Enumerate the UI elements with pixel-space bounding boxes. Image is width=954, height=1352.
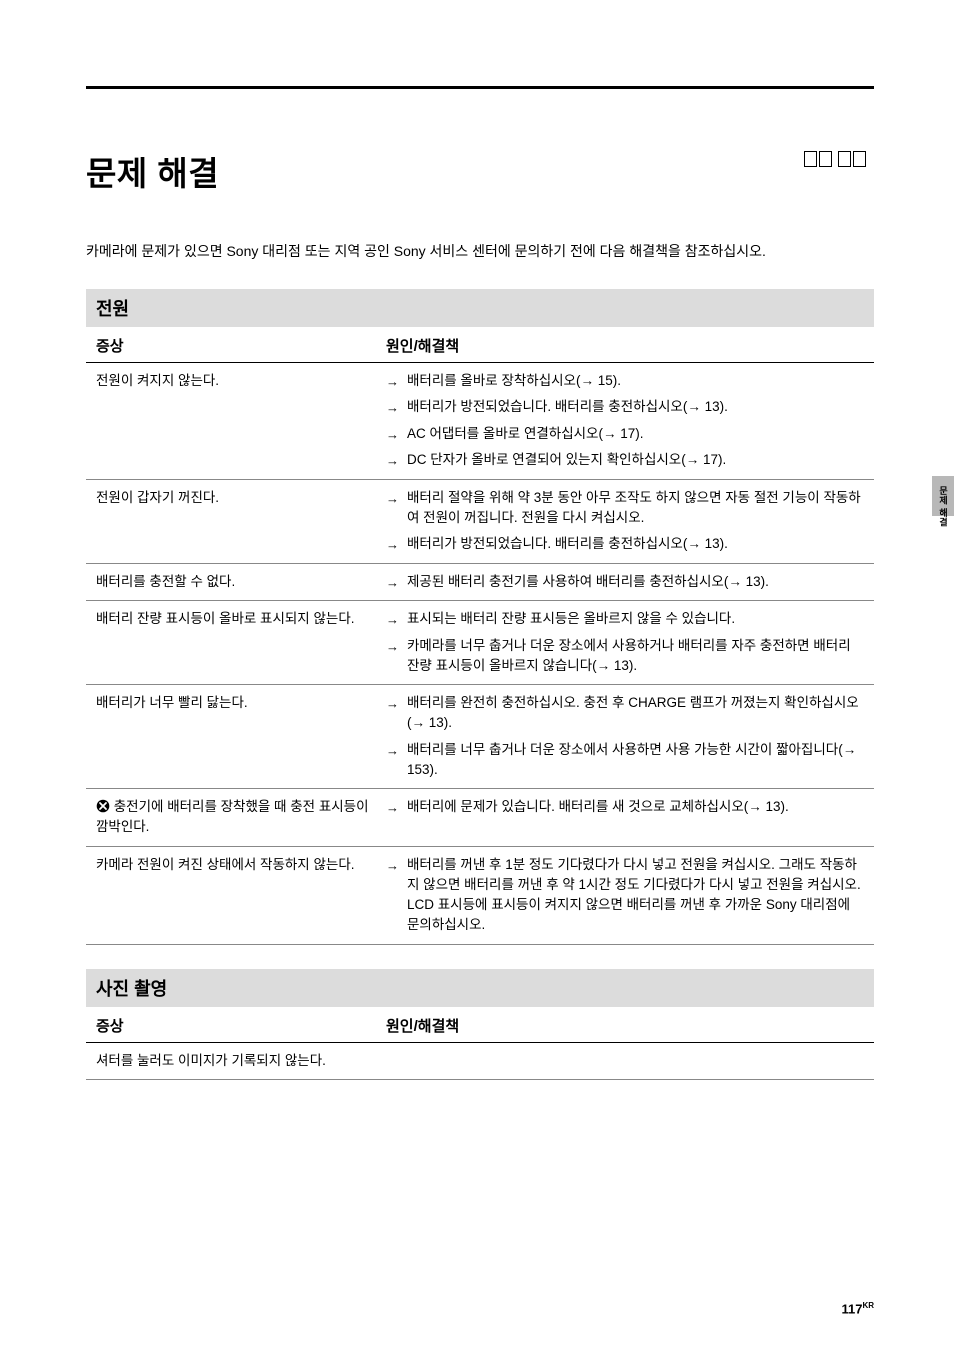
table-row: 전원이 갑자기 꺼진다. → 배터리 절약을 위해 약 3분 동안 아무 조작도 … [86, 480, 874, 564]
col-header-symptom: 증상 [96, 335, 386, 356]
symptom-text: 셔터를 눌러도 이미지가 기록되지 않는다. [96, 1051, 386, 1071]
symptom-text: 전원이 켜지지 않는다. [96, 371, 386, 471]
cause-text: 배터리가 방전되었습니다. 배터리를 충전하십시오(→ 13). [407, 397, 864, 417]
arrow-icon: → [386, 535, 399, 555]
causes: → 배터리 절약을 위해 약 3분 동안 아무 조작도 하지 않으면 자동 절전 … [386, 488, 864, 555]
table-row: 카메라 전원이 켜진 상태에서 작동하지 않는다. → 배터리를 꺼낸 후 1분 … [86, 847, 874, 945]
section-header-photo: 사진 촬영 [86, 969, 874, 1007]
symptom-text: 충전기에 배터리를 장착했을 때 충전 표시등이 깜박인다. [96, 799, 369, 834]
cause-item: → 배터리를 꺼낸 후 1분 정도 기다렸다가 다시 넣고 전원을 켜십시오. 그… [386, 855, 864, 936]
cause-item: → 배터리를 올바로 장착하십시오(→ 15). [386, 371, 864, 392]
table-row: 배터리를 충전할 수 없다. → 제공된 배터리 충전기를 사용하여 배터리를 충… [86, 564, 874, 602]
col-header-cause: 원인/해결책 [386, 1015, 864, 1036]
causes: → 배터리를 올바로 장착하십시오(→ 15). → 배터리가 방전되었습니다. 배… [386, 371, 864, 471]
cause-text: 제공된 배터리 충전기를 사용하여 배터리를 충전하십시오(→ 13). [407, 572, 864, 592]
table-row: 셔터를 눌러도 이미지가 기록되지 않는다. [86, 1043, 874, 1080]
arrow-icon: → [386, 798, 399, 818]
cause-text: 배터리를 올바로 장착하십시오(→ 15). [407, 371, 864, 391]
cause-text: 배터리를 너무 춥거나 더운 장소에서 사용하면 사용 가능한 시간이 짧아집니… [407, 740, 864, 781]
cause-item: → 제공된 배터리 충전기를 사용하여 배터리를 충전하십시오(→ 13). [386, 572, 864, 593]
cause-text: 배터리가 방전되었습니다. 배터리를 충전하십시오(→ 13). [407, 534, 864, 554]
arrow-icon: → [386, 610, 399, 630]
cause-item: → 배터리 절약을 위해 약 3분 동안 아무 조작도 하지 않으면 자동 절전 … [386, 488, 864, 529]
column-headers: 증상 원인/해결책 [86, 1007, 874, 1043]
booklet-icon [804, 151, 832, 167]
page-title: 문제 해결 [86, 147, 219, 195]
table-row: 배터리가 너무 빨리 닳는다. → 배터리를 완전히 충전하십시오. 충전 후 C… [86, 685, 874, 789]
arrow-icon: → [386, 398, 399, 418]
causes: → 배터리를 완전히 충전하십시오. 충전 후 CHARGE 램프가 꺼졌는지 확… [386, 693, 864, 780]
cause-item: → 카메라를 너무 춥거나 더운 장소에서 사용하거나 배터리를 자주 충전하면 … [386, 636, 864, 677]
chapter-tab-label: 문제 해결 [937, 486, 950, 527]
cause-text: 배터리를 꺼낸 후 1분 정도 기다렸다가 다시 넣고 전원을 켜십시오. 그래… [407, 855, 864, 936]
symptom-text: 배터리가 너무 빨리 닳는다. [96, 693, 386, 780]
cause-item: → AC 어댑터를 올바로 연결하십시오(→ 17). [386, 424, 864, 445]
booklet-icon [838, 151, 866, 167]
arrow-icon: → [386, 856, 399, 876]
table-row: 전원이 켜지지 않는다. → 배터리를 올바로 장착하십시오(→ 15). → 배터… [86, 363, 874, 480]
page-number-suffix: KR [862, 1301, 874, 1310]
symptom-text: 배터리 잔량 표시등이 올바로 표시되지 않는다. [96, 609, 386, 676]
cause-item: → 배터리가 방전되었습니다. 배터리를 충전하십시오(→ 13). [386, 534, 864, 555]
section-header-power: 전원 [86, 289, 874, 327]
top-rule [86, 86, 874, 89]
cause-item: → 배터리를 너무 춥거나 더운 장소에서 사용하면 사용 가능한 시간이 짧아집… [386, 740, 864, 781]
table-row: 충전기에 배터리를 장착했을 때 충전 표시등이 깜박인다. → 배터리에 문제가… [86, 789, 874, 847]
cause-item: → 배터리를 완전히 충전하십시오. 충전 후 CHARGE 램프가 꺼졌는지 확… [386, 693, 864, 734]
arrow-icon: → [386, 637, 399, 657]
causes: → 배터리를 꺼낸 후 1분 정도 기다렸다가 다시 넣고 전원을 켜십시오. 그… [386, 855, 864, 936]
symptom-cell: 충전기에 배터리를 장착했을 때 충전 표시등이 깜박인다. [96, 797, 386, 838]
symptom-text: 카메라 전원이 켜진 상태에서 작동하지 않는다. [96, 855, 386, 936]
arrow-icon: → [386, 425, 399, 445]
cause-text: 카메라를 너무 춥거나 더운 장소에서 사용하거나 배터리를 자주 충전하면 배… [407, 636, 864, 677]
symptom-text: 배터리를 충전할 수 없다. [96, 572, 386, 593]
cause-item: → 표시되는 배터리 잔량 표시등은 올바르지 않을 수 있습니다. [386, 609, 864, 630]
col-header-cause: 원인/해결책 [386, 335, 864, 356]
page-number: 117KR [841, 1301, 874, 1316]
col-header-symptom: 증상 [96, 1015, 386, 1036]
cause-text: 배터리에 문제가 있습니다. 배터리를 새 것으로 교체하십시오(→ 13). [407, 797, 864, 817]
tab-reference-icon [804, 151, 866, 167]
table-row: 배터리 잔량 표시등이 올바로 표시되지 않는다. → 표시되는 배터리 잔량 표… [86, 601, 874, 685]
cause-text: 배터리 절약을 위해 약 3분 동안 아무 조작도 하지 않으면 자동 절전 기… [407, 488, 864, 529]
intro-text: 카메라에 문제가 있으면 Sony 대리점 또는 지역 공인 Sony 서비스 … [86, 241, 874, 263]
arrow-icon: → [386, 489, 399, 509]
arrow-icon: → [386, 741, 399, 761]
cause-item: → 배터리가 방전되었습니다. 배터리를 충전하십시오(→ 13). [386, 397, 864, 418]
arrow-icon: → [386, 573, 399, 593]
cause-text: 표시되는 배터리 잔량 표시등은 올바르지 않을 수 있습니다. [407, 609, 864, 629]
cause-item: → 배터리에 문제가 있습니다. 배터리를 새 것으로 교체하십시오(→ 13). [386, 797, 864, 818]
cause-text: DC 단자가 올바로 연결되어 있는지 확인하십시오(→ 17). [407, 450, 864, 470]
causes: → 제공된 배터리 충전기를 사용하여 배터리를 충전하십시오(→ 13). [386, 572, 864, 593]
arrow-icon: → [386, 451, 399, 471]
no-battery-icon [96, 799, 110, 813]
symptom-text: 전원이 갑자기 꺼진다. [96, 488, 386, 555]
header-row: 문제 해결 [86, 147, 874, 195]
arrow-icon: → [386, 372, 399, 392]
cause-text: AC 어댑터를 올바로 연결하십시오(→ 17). [407, 424, 864, 444]
page-root: 문제 해결 카메라에 문제가 있으면 Sony 대리점 또는 지역 공인 Son… [0, 0, 954, 1120]
arrow-icon: → [386, 694, 399, 714]
column-headers: 증상 원인/해결책 [86, 327, 874, 363]
page-number-value: 117 [841, 1301, 862, 1316]
cause-item: → DC 단자가 올바로 연결되어 있는지 확인하십시오(→ 17). [386, 450, 864, 471]
cause-text: 배터리를 완전히 충전하십시오. 충전 후 CHARGE 램프가 꺼졌는지 확인… [407, 693, 864, 734]
causes: → 표시되는 배터리 잔량 표시등은 올바르지 않을 수 있습니다. → 카메라를 … [386, 609, 864, 676]
causes: → 배터리에 문제가 있습니다. 배터리를 새 것으로 교체하십시오(→ 13). [386, 797, 864, 838]
causes [386, 1051, 864, 1071]
